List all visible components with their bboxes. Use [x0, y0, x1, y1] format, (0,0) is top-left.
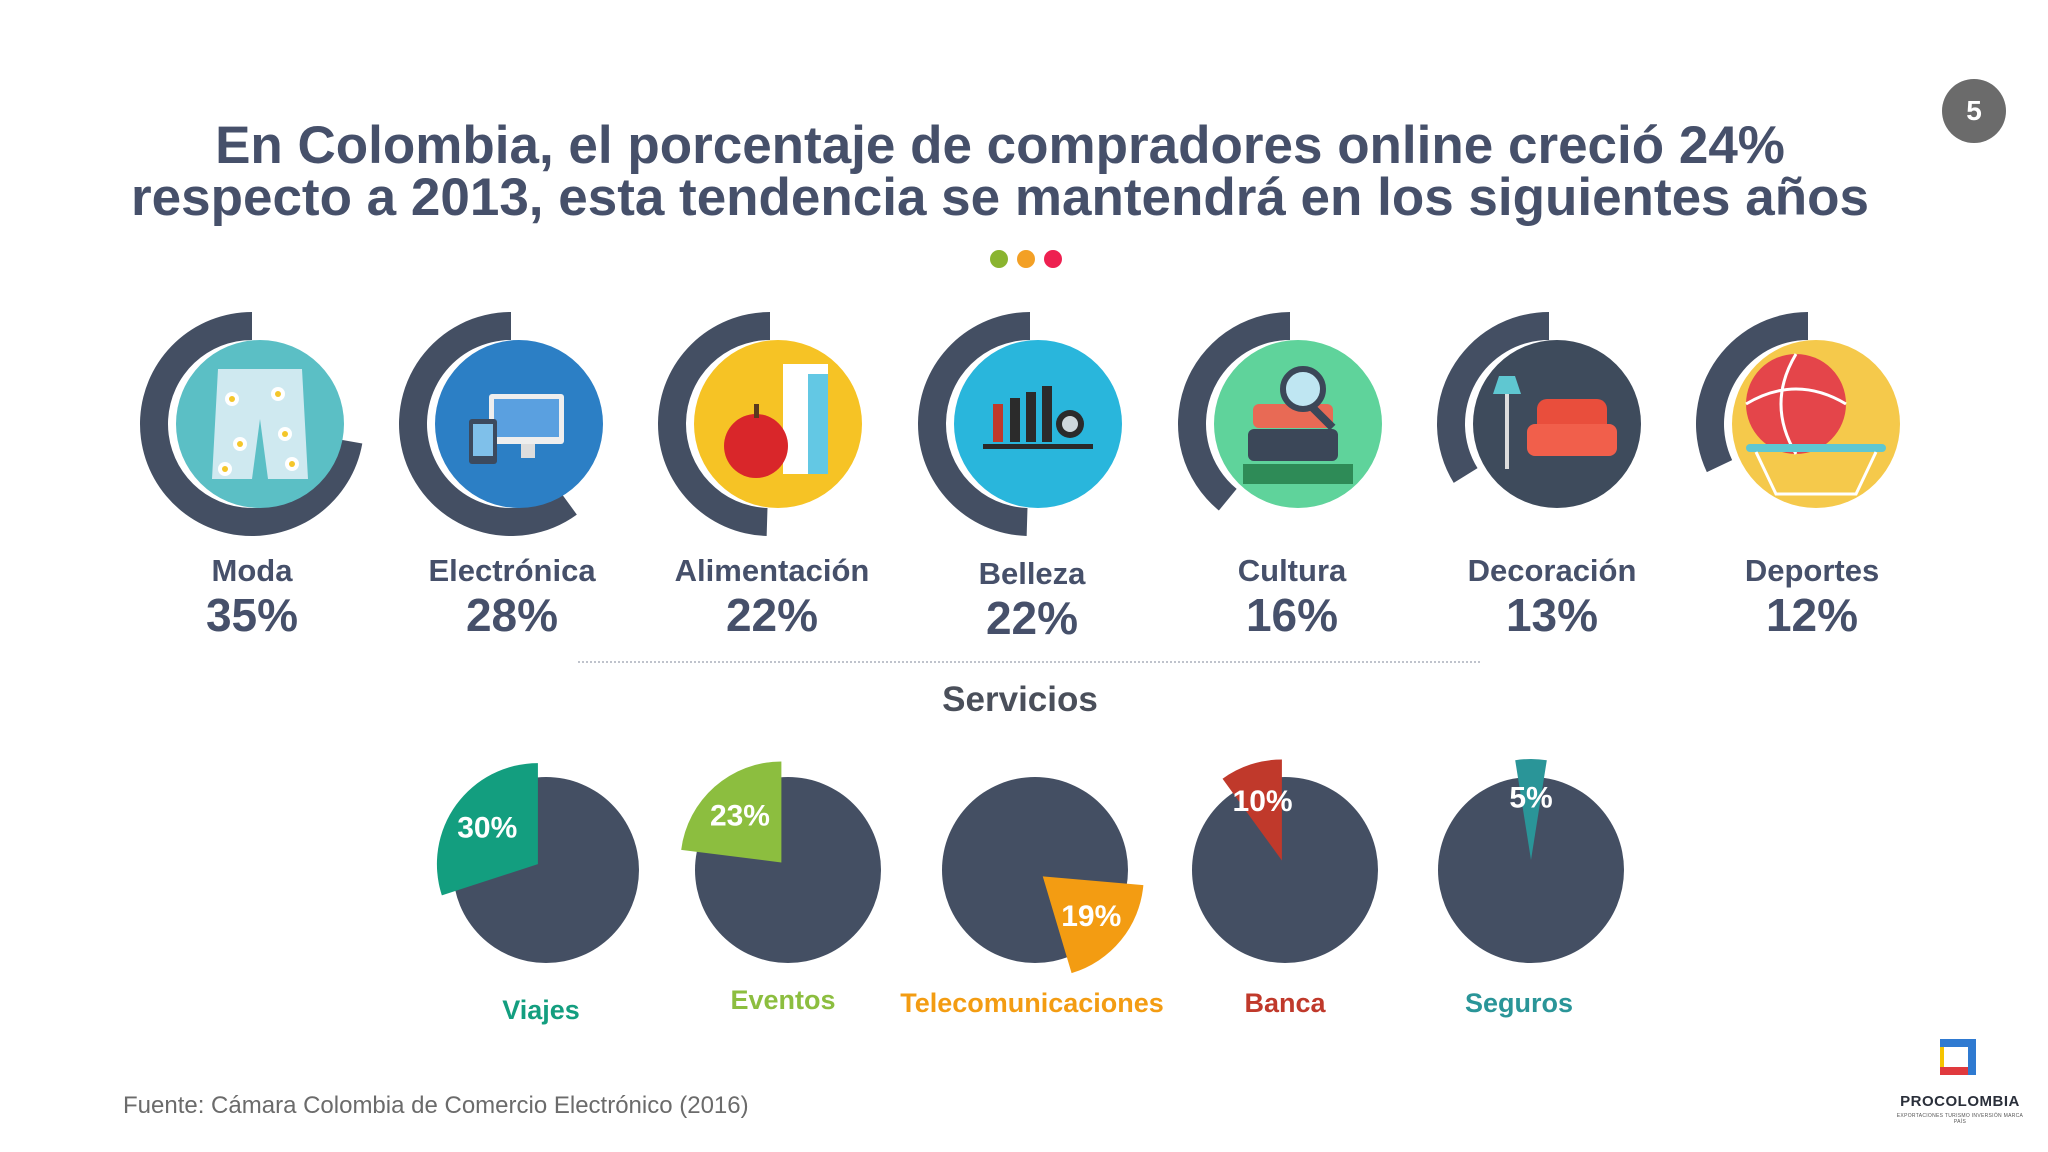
category-ring-5: [1178, 312, 1290, 511]
category-label-alimentacion: Alimentación: [674, 553, 870, 588]
monitor-stand: [521, 444, 535, 458]
magnifier-glass: [1280, 366, 1326, 412]
category-bubble-7: [1696, 312, 1900, 508]
flower-center: [237, 441, 243, 447]
pie-base: [1192, 777, 1378, 963]
pie-value-label-3: 19%: [1061, 900, 1121, 933]
service-pie-2: 23%: [681, 761, 881, 963]
title-line-1: En Colombia, el porcentaje de compradore…: [215, 116, 1785, 175]
category-bubble-3: [657, 312, 862, 536]
pie-value-label-4: 10%: [1233, 785, 1293, 818]
lamp-shade: [1493, 376, 1521, 394]
category-value-decoracion: 13%: [1505, 589, 1599, 641]
book-bottom: [1248, 429, 1338, 461]
service-pie-4: 10%: [1192, 759, 1378, 963]
service-pie-5: 5%: [1438, 759, 1624, 963]
pie-slice-5: [1515, 759, 1547, 860]
pie-slice-1: [436, 763, 538, 896]
service-label-viajes: Viajes: [502, 995, 580, 1025]
milk-carton-side: [808, 374, 828, 474]
logo-tagline: EXPORTACIONES TURISMO INVERSIÓN MARCA PA…: [1896, 1113, 2024, 1125]
makeup-item: [1026, 392, 1036, 442]
category-bubble-6: [1437, 312, 1641, 508]
category-label-belleza: Belleza: [978, 556, 1086, 591]
category-value-cultura: 16%: [1245, 589, 1339, 641]
shorts-icon: [176, 340, 344, 508]
service-label-eventos: Eventos: [730, 985, 836, 1015]
magnifier-handle: [1308, 403, 1336, 431]
ball-line: [1779, 353, 1798, 455]
pie-value-label-2: 23%: [710, 800, 770, 833]
service-pie-3: 19%: [942, 777, 1144, 974]
category-ring-4: [917, 312, 1030, 536]
apple-stem: [754, 404, 759, 418]
procolombia-logo-icon: [1940, 1039, 1976, 1075]
hoop-rim: [1746, 444, 1886, 452]
ball-line: [1745, 387, 1847, 406]
hoop-net: [1754, 451, 1878, 496]
pie-base: [1438, 777, 1624, 963]
flower-center: [289, 461, 295, 467]
pie-value-label-1: 30%: [457, 811, 517, 844]
pie-slice-3: [1042, 876, 1144, 974]
pie-slice-2: [681, 761, 782, 863]
makeup-icon: [954, 340, 1122, 508]
category-bubble-4: [917, 312, 1122, 536]
flower-center: [229, 396, 235, 402]
page-title: En Colombia, el porcentaje de compradore…: [0, 116, 2000, 227]
pie-slice-4: [1222, 759, 1282, 861]
logo-name: PROCOLOMBIA: [1900, 1093, 2020, 1110]
compact-mirror-glass: [1062, 416, 1078, 432]
makeup-item: [1042, 386, 1052, 442]
flower-center: [222, 466, 228, 472]
category-value-deportes: 12%: [1765, 589, 1859, 641]
source-note: Fuente: Cámara Colombia de Comercio Elec…: [123, 1092, 749, 1119]
category-label-decoracion: Decoración: [1467, 553, 1637, 588]
category-label-electronica: Electrónica: [428, 553, 596, 588]
category-bubble-1: [140, 312, 363, 536]
category-ring-6: [1437, 312, 1549, 483]
service-label-seguros: Seguros: [1464, 988, 1574, 1018]
dot-green: [990, 250, 1008, 268]
tablet-screen: [473, 424, 493, 456]
category-bubble-5: [1178, 312, 1382, 511]
makeup-item: [1010, 398, 1020, 442]
dot-red: [1044, 250, 1062, 268]
pie-value-label-5: 5%: [1509, 781, 1552, 814]
category-ring-7: [1696, 312, 1808, 473]
makeup-item: [993, 404, 1003, 442]
flower-center: [275, 391, 281, 397]
category-label-moda: Moda: [211, 553, 293, 588]
service-label-banca: Banca: [1244, 988, 1326, 1018]
lamp-pole: [1505, 394, 1509, 469]
table-base: [1243, 464, 1353, 484]
page-number-badge: 5: [1942, 79, 2006, 143]
category-ring-3: [657, 312, 770, 536]
monitor-screen: [494, 399, 559, 437]
sofa-seat: [1527, 424, 1617, 456]
services-heading: Servicios: [942, 680, 1098, 719]
category-ring-2: [399, 312, 577, 536]
service-label-telecomunicaciones: Telecomunicaciones: [900, 988, 1164, 1018]
dot-orange: [1017, 250, 1035, 268]
category-bubble-2: [399, 312, 603, 536]
ball-shape: [1746, 354, 1846, 454]
brush-handle: [983, 444, 1093, 449]
category-label-cultura: Cultura: [1237, 553, 1347, 588]
section-divider: [578, 661, 1480, 663]
category-value-moda: 35%: [205, 589, 299, 641]
apple-shape: [724, 414, 788, 478]
flower-center: [282, 431, 288, 437]
title-line-2: respecto a 2013, esta tendencia se mante…: [131, 168, 1869, 227]
category-label-deportes: Deportes: [1744, 553, 1880, 588]
category-value-belleza: 22%: [985, 592, 1079, 644]
category-value-electronica: 28%: [465, 589, 559, 641]
service-pie-1: 30%: [436, 763, 639, 963]
category-value-alimentacion: 22%: [725, 589, 819, 641]
